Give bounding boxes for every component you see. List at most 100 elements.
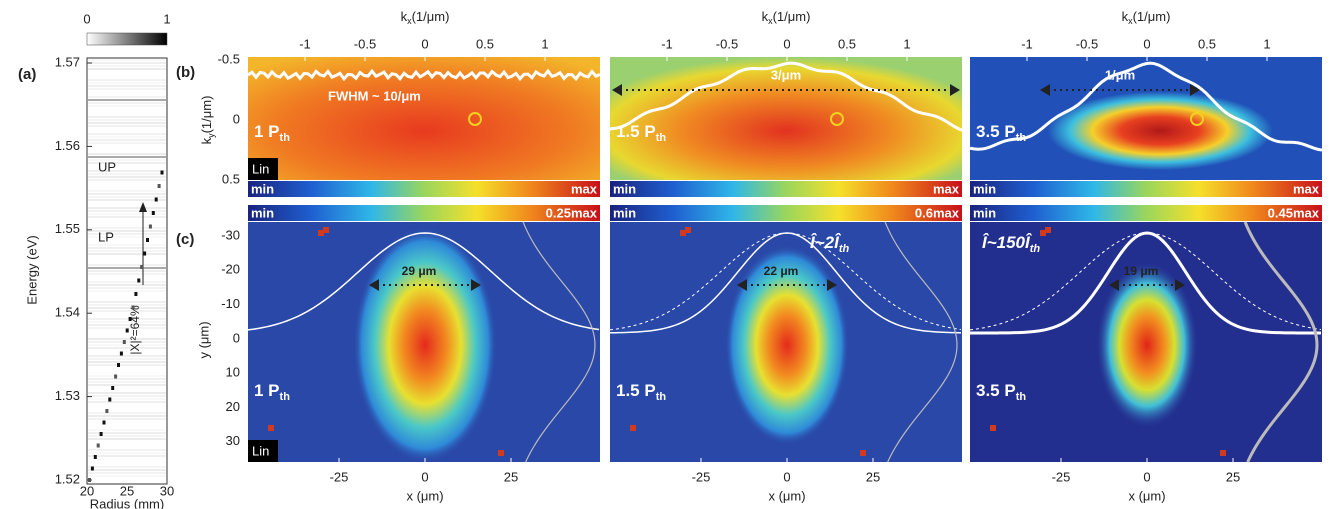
dispersion-point [154,197,158,202]
x-label-tail: (1/μm) [773,9,811,24]
scale-box [248,158,278,180]
ring [830,112,844,126]
k-map [610,57,962,180]
dispersion-point [131,305,135,310]
x-tick-label: -1 [661,36,673,51]
x-tick-label: 0 [421,469,428,484]
dispersion-point [99,432,103,436]
scale-label: Lin [252,161,269,176]
x-tick-label: 0 [421,36,428,51]
emission [353,227,497,463]
profile [609,61,963,132]
x-tick-label: -0.5 [716,36,738,51]
colorbar-label: min [251,205,274,220]
x-tick-label: -1 [299,36,311,51]
dispersion-point [122,340,126,344]
side-profile [522,221,596,463]
x-tick-label: 0.5 [1198,36,1216,51]
dispersion-point [160,170,164,175]
dispersion-point [137,278,141,283]
x-label-sub: x [768,16,773,26]
annotation: |X|²=64% [128,305,142,355]
dispersion-point [88,478,91,482]
dispersion-point [140,265,144,269]
x-tick-label: 1 [541,36,548,51]
profile [609,232,962,334]
dispersion-point [125,328,129,333]
current-label: Î~150Îth [982,233,1040,254]
x-tick-label: 0 [1143,36,1150,51]
annotation: LP [98,229,114,244]
x-label-tail: (1/μm) [1133,9,1171,24]
x-tick-label: 30 [160,483,174,498]
colorbar [248,181,600,197]
y-tick-label: 30 [226,433,240,448]
scale-box [248,440,278,462]
power-label-sub: th [656,132,667,144]
k-map [970,57,1322,180]
x-tick-label: 25 [504,469,518,484]
x-label-base: k [762,9,769,24]
hot-pixel [1220,450,1226,456]
current-label-sub: th [1030,243,1041,255]
hot-pixel [680,230,686,236]
x-tick-label: 1 [903,36,910,51]
current-label: Î~2Îth [810,233,850,254]
dispersion-point [93,455,97,459]
power-label: 1.5 Pth [616,122,666,143]
hot-pixel [1040,230,1046,236]
colorbar [248,205,600,221]
power-label: 1 Pth [254,381,290,402]
hot-pixel [323,227,329,233]
power-label-sub: th [280,132,291,144]
power-label: 1.5 Pth [616,381,666,402]
colorbar-label: 0.6max [915,205,960,220]
x-tick-label: -25 [692,469,711,484]
x-label: x (μm) [406,488,443,503]
y-label-sub: y [206,133,216,138]
y-tick-label: 0 [233,330,240,345]
hot-pixel [318,230,324,236]
emission [725,245,849,445]
power-label-sub: th [1016,391,1027,403]
power-label-base: 1.5 P [616,381,656,400]
colorbar [610,181,962,197]
power-label-sub: th [1016,132,1027,144]
colorbar [970,181,1322,197]
y-label: ky(1/μm) [199,96,216,145]
power-label-base: 3.5 P [976,381,1016,400]
y-tick-label: -0.5 [218,51,240,66]
x-label: Radius (mm) [90,496,164,509]
power-label-base: 3.5 P [976,122,1016,141]
y-tick-label: 10 [226,365,240,380]
side-profile [1243,221,1319,463]
emission [1097,263,1197,427]
y-label-tail: (1/μm) [199,96,214,134]
x-label-sub: x [1128,16,1133,26]
dispersion-point [90,466,94,471]
x-tick-label: 0 [783,469,790,484]
x-tick-label: 1 [1263,36,1270,51]
dispersion-point [108,397,112,402]
width-label: 19 μm [1124,264,1159,278]
dispersion-point [128,317,132,321]
colorbar-label: min [613,205,636,220]
width-label: 22 μm [764,264,799,278]
x-tick-label: -0.5 [1076,36,1098,51]
arrow-head [139,202,147,212]
y-label: y (μm) [196,321,211,358]
power-label: 3.5 Pth [976,122,1026,143]
ring [468,112,482,126]
hot-pixel [498,450,504,456]
colorbar [610,205,962,221]
colorbar-label: min [613,181,636,196]
x-label: x (μm) [768,488,805,503]
k-map [248,57,600,180]
x-tick-label: 25 [120,483,134,498]
y-tick-label: -20 [221,262,240,277]
colorbar-label: max [1293,181,1320,196]
y-tick-label: 1.54 [55,305,80,320]
hot-pixel [685,227,691,233]
width-label: 29 μm [402,264,437,278]
dispersion-point [119,351,123,356]
